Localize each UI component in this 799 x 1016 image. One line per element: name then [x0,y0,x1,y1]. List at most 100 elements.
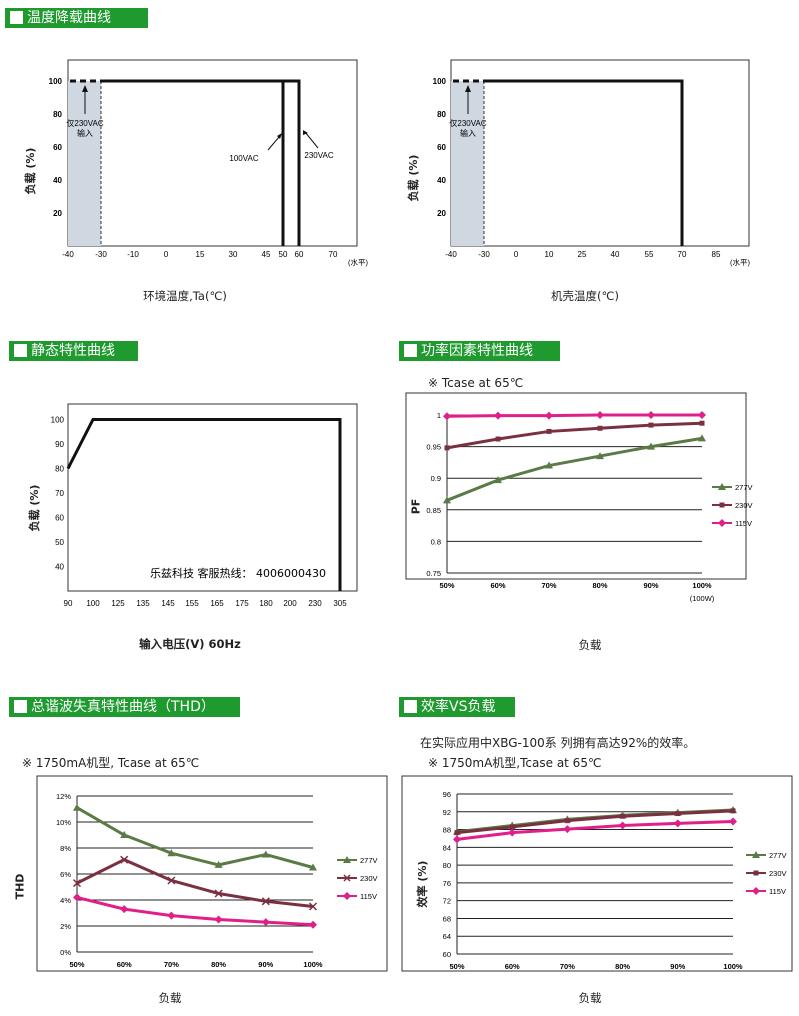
x-tick-label: 100% [303,960,323,969]
x-tick-label: 50% [69,960,84,969]
x-tick-label: 230 [308,599,322,608]
legend-label: 115V [769,887,786,896]
x-tick-label: 70 [329,250,338,259]
annotation-label: 输入 [460,128,476,138]
data-point-277V [309,863,317,871]
y-tick-label: 40 [55,563,64,572]
data-point-230V [509,824,515,830]
y-tick-label: 10% [56,818,71,827]
y-tick-label: 60 [55,514,64,523]
x-tick-label: 100 [86,599,100,608]
series-line-230VAC [101,79,301,246]
x-tick-label: 80% [615,962,630,971]
x-tick-label: 60 [295,250,304,259]
x-tick-label: -40 [62,250,74,259]
y-tick-label: 0.9 [431,474,441,483]
data-point-230V [620,813,626,819]
header-square-icon [14,700,27,713]
data-point-277V [443,496,451,504]
section-title: 总谐波失真特性曲线（THD） [31,699,215,715]
arrow-head [82,85,88,92]
legend-marker [718,519,726,527]
y-tick-label: 72 [443,897,451,906]
x-tick-label: 80% [211,960,226,969]
legend-marker [343,856,351,863]
y-tick-label: 8% [60,844,71,853]
legend-label: 230V [735,501,753,510]
section-header-eff: 效率VS负载 [399,697,515,717]
x-tick-label: 0 [514,250,519,259]
y-tick-label: 0.8 [431,537,441,546]
y-tick-label: 80 [443,861,451,870]
y-tick-label: 64 [443,932,451,941]
x-unit-label: (水平) [730,257,750,267]
pointer-line [304,131,319,149]
y-tick-label: 12% [56,792,71,801]
y-tick-label: 20 [437,209,446,218]
x-tick-label: 50 [279,250,288,259]
legend-marker [343,892,351,900]
y-tick-label: 100 [433,77,447,86]
x-tick-label: 70% [164,960,179,969]
y-tick-label: 80 [53,110,62,119]
section-title: 效率VS负载 [421,699,496,715]
x-tick-label: 85 [712,250,721,259]
data-point-115V [167,911,176,920]
x-tick-label: 45 [262,250,271,259]
pointer-head [303,130,308,135]
x-tick-label: 80% [592,581,607,590]
section-header-static: 静态特性曲线 [9,341,138,361]
series-line-115V [456,820,734,841]
header-square-icon [10,11,23,24]
y-tick-label: 70 [55,489,64,498]
y-tick-label: 40 [53,176,62,185]
data-point-277V [647,442,655,450]
legend-label: 277V [735,483,753,492]
legend-marker [752,851,760,858]
x-tick-label: -30 [95,250,107,259]
y-tick-label: 80 [55,465,64,474]
data-point-277V [73,803,81,811]
y-tick-label: 92 [443,808,451,817]
data-point-115V [443,412,451,421]
data-point-115V [494,411,502,420]
data-point-230V [648,422,654,428]
watermark-text: 乐兹科技 客服热线： 4006000430 [150,566,326,580]
x-tick-label: 125 [111,599,125,608]
series-line-115V [446,413,702,418]
data-point-230V [546,428,552,434]
pointer-head [277,133,282,139]
x-tick-label: 100% [692,581,712,590]
x-tick-label: 175 [235,599,249,608]
data-point-115V [596,411,604,419]
x-tick-label: 60% [490,581,505,590]
data-point-230V [454,830,460,836]
data-point-230V [699,420,705,426]
x-tick-label: 100% [723,962,743,971]
annotation-label: 仅230VAC [449,118,486,128]
series-line-277V [446,436,703,502]
legend-label: 230V [360,874,378,883]
data-point-230V [120,855,129,864]
y-tick-label: 80 [437,110,446,119]
data-point-277V [261,850,270,858]
data-point-115V [618,821,627,830]
x-tick-label: 70% [560,962,575,971]
x-tick-sublabel: (100W) [690,594,715,603]
y-tick-label: 84 [443,843,451,852]
data-point-230V [444,445,450,451]
plot-frame [401,775,793,972]
data-point-115V [261,918,270,927]
data-point-115V [698,411,706,419]
x-tick-label: 165 [210,599,224,608]
legend-label: 277V [360,856,378,865]
x-tick-label: 180 [259,599,273,608]
series-line [66,418,342,591]
legend-marker [752,887,760,895]
series-line-230V [446,421,703,450]
data-point-277V [494,476,502,484]
y-tick-label: 20 [53,209,62,218]
data-point-230V [72,879,82,888]
data-point-115V [563,825,572,834]
